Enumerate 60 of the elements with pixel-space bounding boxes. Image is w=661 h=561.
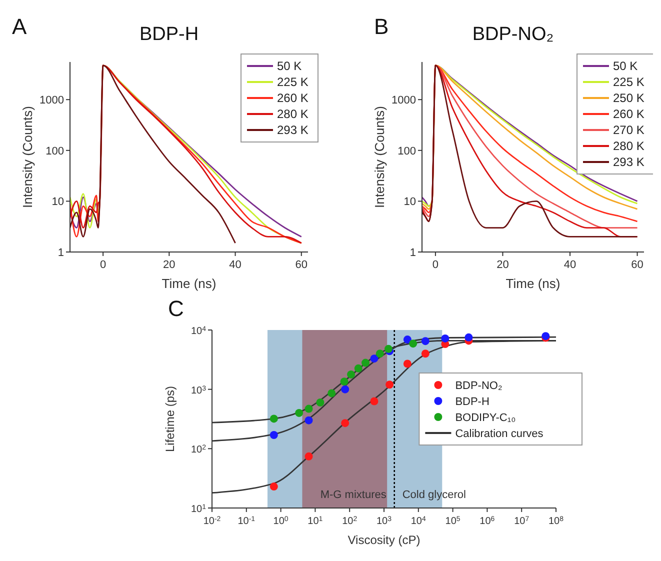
legend-label: BDP-H (455, 396, 490, 408)
x-axis-title: Viscosity (cP) (348, 533, 420, 547)
y-axis-title: Intensity (Counts) (372, 106, 387, 208)
x-tick-label: 10$^{6}$ (480, 516, 495, 527)
y-tick-label: 10$^{3}$ (190, 384, 206, 396)
legend-label: 280 K (613, 139, 644, 153)
x-tick-label: 10$^{-1}$ (238, 516, 256, 527)
legend-label: Calibration curves (455, 428, 544, 440)
y-tick-label: 10 (404, 196, 416, 208)
x-axis-title: Time (ns) (162, 276, 216, 291)
x-tick-label: 10$^{0}$ (273, 516, 288, 527)
y-tick-label: 100 (46, 145, 64, 158)
legend-label: 225 K (277, 75, 308, 89)
chart-title: BDP-H (139, 24, 199, 45)
x-tick-label: 20 (496, 259, 509, 271)
chart-title: BDP-NO₂ (472, 24, 554, 45)
y-tick-label: 1000 (40, 94, 64, 107)
x-tick-label: 10$^{7}$ (514, 516, 530, 527)
x-tick-label: 0 (432, 259, 439, 271)
legend-label: 293 K (613, 155, 644, 169)
y-tick-label: 1 (58, 247, 64, 259)
x-tick-label: 10$^{-2}$ (203, 516, 221, 527)
x-tick-label: 10$^{8}$ (548, 516, 564, 527)
y-tick-label: 1 (410, 247, 416, 259)
text: C (168, 296, 184, 321)
y-tick-label: 10 (52, 196, 64, 208)
y-axis-title: Intensity (Counts) (20, 106, 35, 208)
y-tick-label: 100 (398, 145, 416, 158)
annotation: M-G mixtures (320, 489, 387, 501)
text: A (12, 14, 27, 39)
legend-label: 250 K (613, 91, 644, 105)
legend-label: 50 K (613, 59, 638, 73)
y-tick-label: 10$^{4}$ (190, 326, 206, 337)
x-axis-title: Time (ns) (506, 276, 560, 291)
legend-label: BDP-NO₂ (455, 380, 502, 392)
x-tick-label: 10$^{1}$ (308, 516, 323, 527)
y-tick-label: 10$^{2}$ (190, 444, 206, 456)
y-tick-label: 1000 (392, 94, 416, 107)
legend-label: 260 K (277, 91, 308, 105)
x-tick-label: 40 (229, 259, 242, 271)
legend-label: 270 K (613, 123, 644, 137)
x-tick-label: 10$^{3}$ (376, 516, 392, 527)
x-tick-label: 20 (163, 259, 176, 271)
x-tick-label: 10$^{5}$ (445, 516, 460, 527)
legend-label: 50 K (277, 59, 302, 73)
x-tick-label: 60 (631, 259, 644, 271)
annotation: Cold glycerol (402, 489, 466, 501)
x-tick-label: 60 (295, 259, 308, 271)
legend-label: 225 K (613, 75, 644, 89)
y-axis-title: Lifetime (ps) (163, 386, 177, 452)
x-tick-label: 10$^{2}$ (342, 516, 358, 527)
x-tick-label: 0 (100, 259, 106, 271)
x-tick-label: 10$^{4}$ (410, 516, 426, 527)
x-tick-label: 40 (564, 259, 576, 271)
y-tick-label: 10$^{1}$ (190, 504, 206, 515)
legend-label: BODIPY-C₁₀ (455, 412, 516, 424)
legend-label: 280 K (277, 107, 308, 121)
text: B (374, 14, 389, 39)
legend-label: 293 K (277, 123, 308, 137)
legend-label: 260 K (613, 107, 644, 121)
